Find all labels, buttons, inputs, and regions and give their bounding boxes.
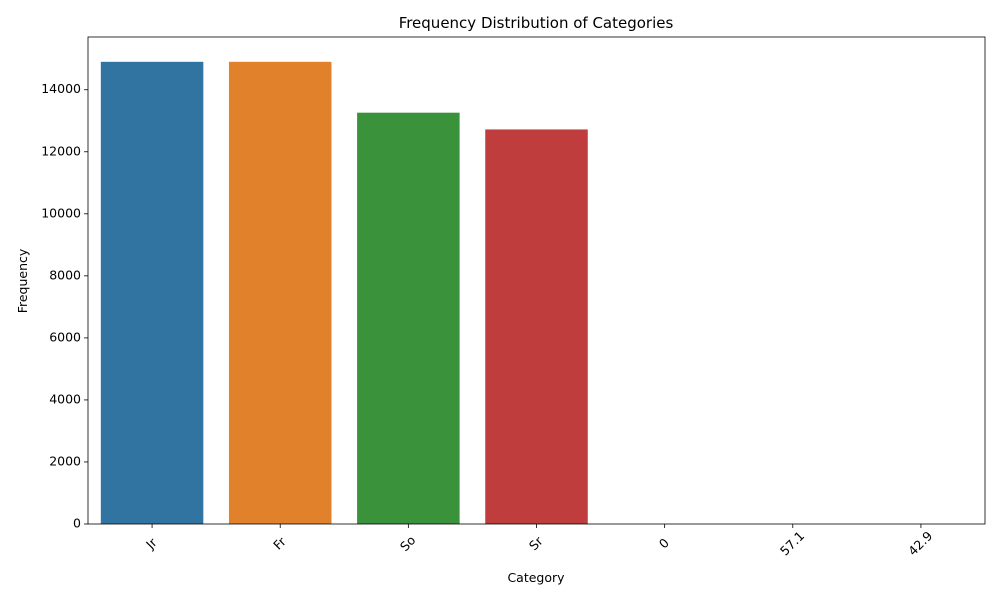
x-tick-label: So bbox=[397, 532, 419, 554]
x-tick-label: Jr bbox=[142, 534, 160, 552]
x-tick-label: 57.1 bbox=[777, 528, 807, 558]
chart-title: Frequency Distribution of Categories bbox=[399, 14, 674, 32]
y-axis: 0 2000 4000 6000 8000 10000 12000 14000 bbox=[41, 81, 88, 531]
x-tick-label: 42.9 bbox=[905, 528, 935, 558]
bar-Sr bbox=[485, 129, 588, 524]
y-tick-label: 12000 bbox=[41, 143, 81, 158]
y-tick-label: 4000 bbox=[49, 391, 81, 406]
x-tick-label: Fr bbox=[270, 533, 289, 552]
x-tick-label: Sr bbox=[526, 533, 546, 553]
y-tick-label: 10000 bbox=[41, 205, 81, 220]
bar-Fr bbox=[228, 61, 332, 525]
plot-frame bbox=[87, 36, 986, 525]
y-tick-label: 6000 bbox=[49, 329, 81, 344]
x-axis: Jr Fr So Sr 0 57.1 42.9 bbox=[142, 524, 935, 558]
y-tick-label: 8000 bbox=[49, 267, 81, 282]
bar-Jr bbox=[100, 61, 204, 525]
x-axis-label: Category bbox=[507, 570, 565, 585]
y-tick-label: 2000 bbox=[49, 453, 81, 468]
y-tick-label: 0 bbox=[73, 516, 81, 531]
bar-So bbox=[357, 112, 460, 525]
y-axis-label: Frequency bbox=[15, 248, 30, 313]
x-tick-label: 0 bbox=[656, 535, 672, 551]
y-tick-label: 14000 bbox=[41, 81, 81, 96]
bars-group bbox=[100, 61, 588, 525]
